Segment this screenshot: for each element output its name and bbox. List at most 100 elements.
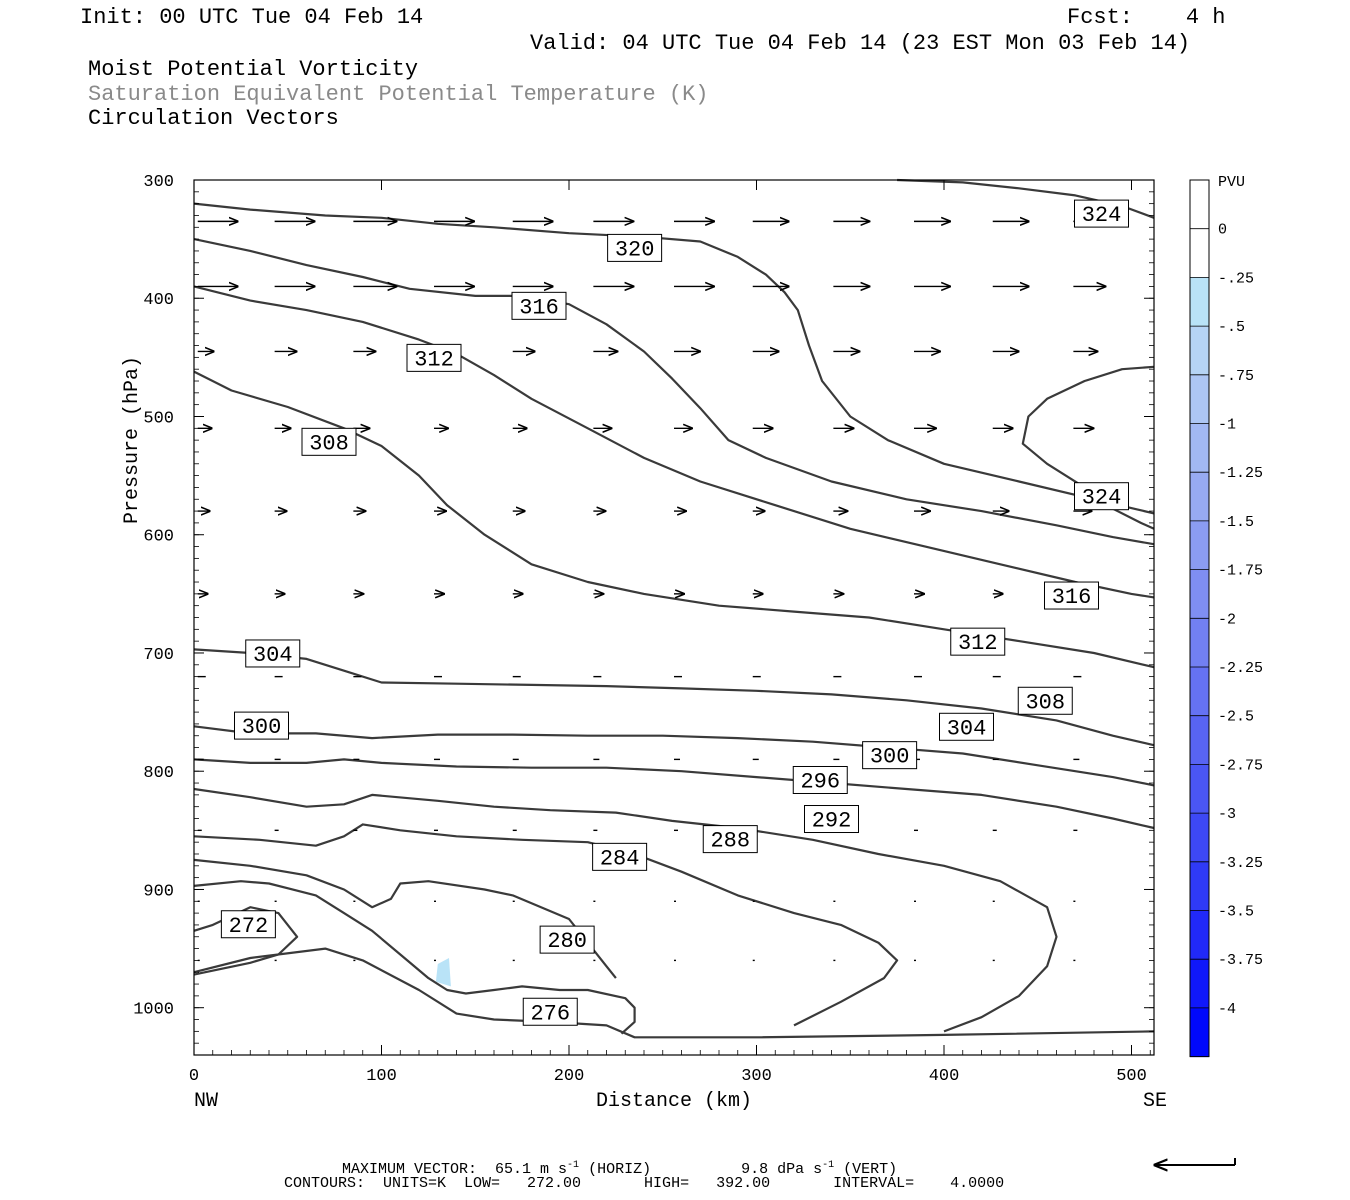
y-tick-label: 900	[143, 882, 174, 901]
forecast-hour: Fcst: 4 h	[1067, 5, 1226, 30]
footer-contours-info: CONTOURS: UNITS=K LOW= 272.00 HIGH= 392.…	[284, 1175, 1005, 1192]
y-tick-label: 1000	[133, 1001, 174, 1020]
contour-label: 284	[600, 846, 640, 871]
x-tick-label: 200	[554, 1067, 585, 1086]
colorbar-label: -2.5	[1218, 709, 1254, 726]
contour-label-box	[607, 233, 663, 262]
x-tick-label: 500	[1116, 1067, 1147, 1086]
colorbar-swatch	[1190, 715, 1209, 765]
theta-contour-276	[193, 947, 1155, 1039]
colorbar-swatch	[1190, 618, 1209, 668]
x-axis-label: Distance (km)	[596, 1090, 752, 1113]
contour-label: 272	[229, 914, 269, 939]
mpv-shading	[435, 958, 451, 987]
contour-label-box	[862, 741, 918, 770]
contour-label-box	[220, 910, 276, 939]
colorbar-swatch	[1190, 472, 1209, 522]
contour-label: 312	[414, 347, 454, 372]
colorbar-swatch	[1190, 959, 1209, 1009]
contour-label-box	[702, 825, 758, 854]
y-tick-label: 700	[143, 646, 174, 665]
y-tick-label: 400	[143, 291, 174, 310]
valid-time: Valid: 04 UTC Tue 04 Feb 14 (23 EST Mon …	[530, 31, 1191, 56]
colorbar-swatch	[1190, 667, 1209, 717]
theta-contour-296	[193, 758, 1155, 830]
colorbar-swatch	[1190, 1007, 1209, 1058]
contour-label: 296	[800, 769, 840, 794]
circulation-vectors	[197, 221, 1106, 962]
contour-label-box	[592, 842, 648, 871]
colorbar-swatch	[1190, 423, 1209, 473]
colorbar-swatch	[1190, 813, 1209, 863]
reference-vector-arrow	[1155, 1158, 1236, 1165]
colorbar-swatch	[1190, 520, 1209, 571]
contour-label-box	[539, 925, 595, 954]
colorbar-label: -.25	[1218, 270, 1254, 287]
x-tick-label: 0	[189, 1067, 199, 1086]
theta-contour-312	[193, 285, 1155, 599]
contour-label: 292	[812, 809, 852, 834]
colorbar-label: 0	[1218, 222, 1227, 239]
colorbar-label: -3.5	[1218, 904, 1254, 921]
init-time: Init: 00 UTC Tue 04 Feb 14	[80, 5, 424, 30]
theta-contour-308	[193, 370, 1155, 669]
theta-contour-280	[193, 880, 636, 1035]
colorbar-label: -1	[1218, 417, 1236, 434]
colorbar-unit: PVU	[1218, 174, 1245, 191]
contour-label-box	[406, 343, 462, 372]
contour-label-box	[950, 627, 1006, 656]
colorbar-swatch	[1190, 569, 1209, 619]
contour-label: 300	[870, 745, 910, 770]
theta-contour-300	[193, 725, 1155, 787]
contour-label: 324	[1082, 203, 1122, 228]
colorbar: 0 -.25 -.5 -.75 -1 -1.25 -1.5 -1.75 -2 -2.25 -2.5 -…	[1189, 179, 1263, 1058]
colorbar-swatch	[1190, 910, 1209, 960]
mpv-patch	[435, 958, 451, 987]
colorbar-label: -3.75	[1218, 952, 1263, 969]
colorbar-label: -1.5	[1218, 514, 1254, 531]
contour-labels: 272 276 280 284 288 292 296 300 304 300 304 308 308 3…	[220, 199, 1129, 1026]
colorbar-swatch	[1190, 180, 1209, 230]
contour-label: 304	[253, 643, 293, 668]
theta-contour-288	[193, 823, 899, 1027]
field-title-mpv: Moist Potential Vorticity	[88, 57, 419, 82]
contour-label: 316	[519, 295, 559, 320]
y-tick-label: 300	[143, 173, 174, 192]
contour-label-box	[1074, 199, 1129, 228]
contour-label: 308	[1025, 690, 1065, 715]
colorbar-label: -3.25	[1218, 855, 1263, 872]
contour-label: 316	[1052, 585, 1092, 610]
contour-label: 288	[710, 829, 750, 854]
colorbar-swatch	[1190, 228, 1209, 278]
x-axis-start-label: NW	[194, 1090, 218, 1113]
colorbar-label: -.75	[1218, 368, 1254, 385]
contour-label-box	[792, 765, 848, 794]
contour-label: 320	[615, 237, 655, 262]
field-title-theta: Saturation Equivalent Potential Temperat…	[88, 82, 709, 107]
colorbar-label: -1.25	[1218, 465, 1263, 482]
colorbar-label: -4	[1218, 1001, 1236, 1018]
theta-contour-324	[1021, 365, 1155, 530]
contour-label-box	[522, 997, 578, 1026]
colorbar-label: -2.25	[1218, 660, 1263, 677]
colorbar-label: -2.75	[1218, 757, 1263, 774]
colorbar-label: -1.75	[1218, 563, 1263, 580]
contour-label: 276	[530, 1001, 570, 1026]
contour-label: 308	[309, 431, 349, 456]
contour-label-box	[234, 711, 289, 740]
colorbar-label: -3	[1218, 806, 1236, 823]
colorbar-swatch	[1190, 374, 1209, 424]
field-title-vectors: Circulation Vectors	[88, 106, 339, 131]
contour-label-box	[245, 639, 301, 668]
contour-label-box	[1017, 686, 1073, 715]
contour-label-box	[804, 805, 859, 834]
x-tick-label: 100	[366, 1067, 397, 1086]
contour-label: 324	[1082, 486, 1122, 511]
y-tick-label: 500	[143, 409, 174, 428]
y-tick-label: 600	[143, 528, 174, 547]
contour-label: 304	[947, 716, 987, 741]
contour-label-box	[511, 291, 567, 320]
theta-contour-320	[193, 202, 1155, 515]
contour-label: 312	[958, 631, 998, 656]
